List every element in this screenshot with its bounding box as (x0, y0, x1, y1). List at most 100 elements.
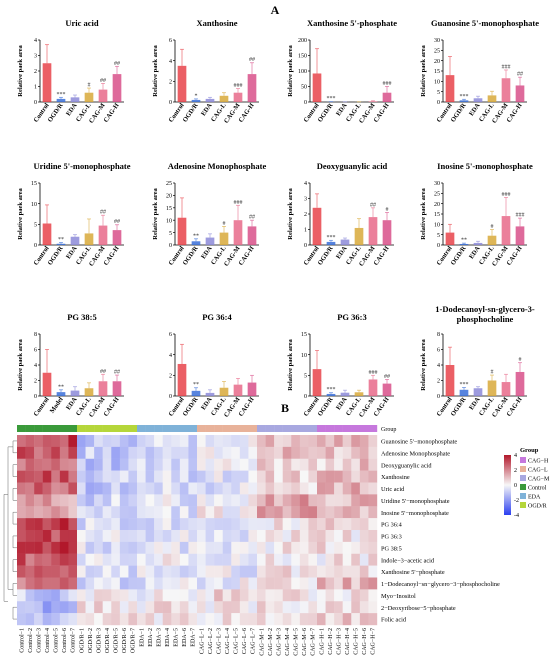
dendrogram-branch (12, 440, 17, 454)
heatmap-cell (34, 446, 43, 459)
y-tick-label: 5 (169, 231, 172, 237)
dendrogram-branch (12, 535, 17, 549)
heatmap-cell (248, 518, 258, 531)
heatmap-cell (94, 518, 103, 531)
heatmap-cell (188, 601, 198, 614)
heatmap-cell (257, 613, 266, 626)
heatmap-cell (171, 435, 181, 448)
heatmap-cell (334, 470, 343, 483)
heatmap-cell (222, 494, 232, 507)
heatmap-cell (342, 613, 352, 626)
heatmap-cell (197, 601, 206, 614)
bar (177, 217, 187, 245)
heatmap-cell (359, 530, 369, 543)
heatmap-cell (137, 506, 146, 519)
heatmap-cell (154, 541, 163, 554)
heatmap-cell (154, 435, 163, 448)
column-label: EDA−6 (182, 628, 188, 647)
y-tick-label: 20 (166, 194, 172, 200)
heatmap-cell (222, 601, 232, 614)
chart-title: Uric acid (65, 18, 99, 28)
y-tick-label: 2 (304, 212, 307, 218)
heatmap-cell (205, 518, 215, 531)
heatmap-cell (351, 458, 361, 471)
row-label: PG 36:3 (381, 534, 402, 541)
bar (382, 220, 392, 245)
category-label: OGD/R (182, 102, 200, 124)
heatmap-cell (25, 506, 35, 519)
heatmap-cell (214, 530, 223, 543)
y-tick-label: 200 (298, 38, 307, 44)
heatmap-cell (171, 589, 181, 602)
heatmap-cell (102, 506, 112, 519)
heatmap-cell (111, 553, 121, 566)
heatmap-cell (162, 435, 172, 448)
column-label: CAG−H−3 (336, 628, 342, 655)
color-scale-tick: 4 (514, 453, 517, 459)
bar (515, 226, 525, 245)
category-label: OGD/R (317, 102, 335, 124)
heatmap-cell (162, 613, 172, 626)
heatmap-cell (85, 435, 95, 448)
heatmap-cell (351, 470, 361, 483)
heatmap-cell (334, 518, 343, 531)
dendrogram-branch (3, 494, 8, 602)
heatmap-cell (291, 470, 301, 483)
heatmap-cell (231, 482, 241, 495)
heatmap-cell (291, 565, 301, 578)
significance-label: # (386, 207, 389, 213)
heatmap-cell (137, 470, 146, 483)
bar (56, 392, 66, 396)
column-label: CAG−H−2 (328, 628, 334, 655)
heatmap-cell (85, 446, 95, 459)
heatmap-cell (59, 577, 69, 590)
heatmap-cell (51, 506, 61, 519)
row-label: Inosine 5'−monophosphate (381, 510, 449, 517)
heatmap-cell (282, 589, 292, 602)
heatmap-cell (351, 565, 361, 578)
y-tick-label: 0 (304, 100, 307, 106)
y-tick-label: 25 (434, 192, 440, 198)
heatmap-cell (274, 613, 283, 626)
heatmap-cell (128, 541, 138, 554)
column-label: CAG−M−6 (302, 628, 308, 656)
heatmap-cell (257, 458, 266, 471)
heatmap-cell (111, 470, 121, 483)
heatmap-cell (77, 482, 86, 495)
y-tick-label: 6 (437, 348, 440, 354)
heatmap-cell (359, 601, 369, 614)
heatmap-cell (42, 518, 52, 531)
heatmap-cell (274, 482, 283, 495)
y-tick-label: 0 (437, 394, 440, 400)
heatmap-cell (17, 589, 26, 602)
heatmap-cell (342, 530, 352, 543)
group-bar-cell (179, 425, 189, 432)
heatmap-cell (77, 470, 86, 483)
heatmap-cell (162, 577, 172, 590)
heatmap-cell (128, 446, 138, 459)
legend-title: Group (520, 447, 539, 454)
heatmap-cell (205, 541, 215, 554)
column-label: CAG−H−4 (345, 628, 351, 655)
heatmap-cell (77, 506, 86, 519)
heatmap-cell (359, 458, 369, 471)
bar (501, 78, 511, 102)
heatmap-cell (308, 541, 318, 554)
heatmap-cell (222, 565, 232, 578)
bar (326, 241, 336, 245)
heatmap-cell (359, 446, 369, 459)
group-bar-cell (239, 425, 249, 432)
heatmap-cell (368, 458, 378, 471)
column-label: OGD/R−1 (79, 628, 85, 653)
heatmap-cell (265, 506, 275, 519)
heatmap-cell (368, 565, 378, 578)
heatmap-cell (171, 530, 181, 543)
y-tick-label: 0 (304, 243, 307, 249)
heatmap-cell (257, 601, 266, 614)
bar (487, 380, 497, 396)
heatmap-cell (231, 446, 241, 459)
heatmap-cell (334, 613, 343, 626)
y-tick-label: 100 (298, 69, 307, 75)
heatmap-cell (299, 518, 309, 531)
column-label: CAG−L−3 (216, 628, 222, 654)
